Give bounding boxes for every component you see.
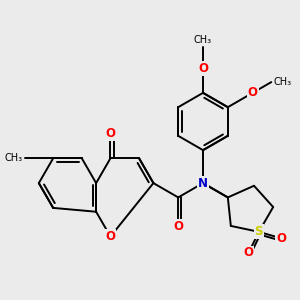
Text: O: O (173, 220, 183, 232)
Text: CH₃: CH₃ (194, 35, 212, 45)
Text: O: O (248, 86, 258, 99)
Text: CH₃: CH₃ (273, 77, 291, 87)
Text: O: O (198, 62, 208, 75)
Text: O: O (105, 127, 116, 140)
Text: N: N (198, 177, 208, 190)
Text: O: O (105, 230, 116, 243)
Text: O: O (276, 232, 286, 245)
Text: CH₃: CH₃ (4, 153, 22, 163)
Text: S: S (255, 225, 263, 239)
Text: O: O (244, 247, 254, 260)
